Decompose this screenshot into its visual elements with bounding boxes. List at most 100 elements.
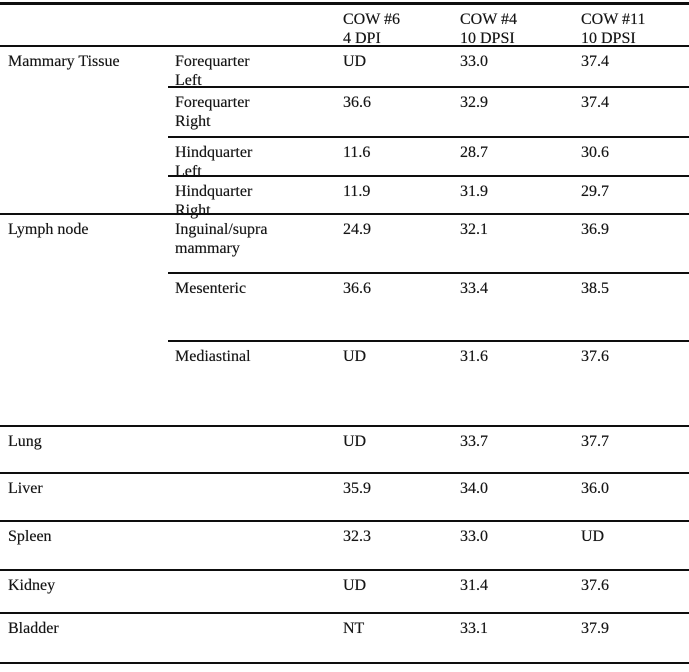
col-header-cow6-line2: 4 DPI	[343, 30, 381, 47]
col-header-cow11-line1: COW #11	[581, 11, 646, 28]
ct-value-cow6: UD	[343, 577, 367, 594]
col-header-cow6: COW #6 4 DPI	[336, 5, 453, 48]
ct-value-cow11: 30.6	[581, 144, 609, 161]
tissue-site-line2: Left	[175, 72, 202, 89]
ct-value-cow4: 31.6	[460, 348, 488, 365]
ct-value-cow11: UD	[581, 528, 605, 545]
tissue-site-line2: Right	[175, 113, 211, 130]
ct-value-cow4: 33.1	[460, 620, 488, 637]
section-separator-line	[0, 569, 689, 571]
col-header-cow4: COW #4 10 DPSI	[453, 5, 574, 48]
table-bottom-border	[0, 662, 689, 664]
tissue-site-line1: Hindquarter	[175, 183, 253, 200]
tissue-type-cell	[0, 138, 168, 181]
ct-value-cow6: 35.9	[343, 480, 371, 497]
ct-value-cow6: 32.3	[343, 528, 371, 545]
table-row: Lung UD 33.7 37.7	[0, 427, 689, 474]
ct-value-cow6: 24.9	[343, 221, 371, 238]
table-row: Mediastinal UD 31.6 37.6	[0, 342, 689, 427]
tissue-type-cell: Mammary Tissue	[8, 53, 120, 70]
section-separator-line	[0, 425, 689, 427]
ct-value-cow11: 37.9	[581, 620, 609, 637]
ct-value-cow11: 37.4	[581, 94, 609, 111]
tissue-type-cell: Lymph node	[8, 221, 89, 238]
table-row: Lymph node Inguinal/supra mammary 24.9 3…	[0, 215, 689, 274]
section-separator-line	[0, 213, 689, 215]
tissue-site-cell: Mediastinal	[168, 342, 336, 427]
section-separator-line	[0, 520, 689, 522]
row-separator-line	[168, 340, 689, 342]
table-row: Bladder NT 33.1 37.9	[0, 614, 689, 664]
tissue-site-cell	[168, 522, 336, 571]
ct-value-cow11: 37.7	[581, 433, 609, 450]
tissue-site-line1: Mediastinal	[175, 348, 251, 365]
tissue-site-line1: Forequarter	[175, 94, 250, 111]
row-separator-line	[168, 86, 689, 88]
section-separator-line	[0, 612, 689, 614]
header-site-cell	[168, 5, 336, 48]
ct-value-cow4: 32.9	[460, 94, 488, 111]
tissue-site-cell: Mesenteric	[168, 274, 336, 342]
ct-value-cow11: 37.6	[581, 348, 609, 365]
table-row: Mammary Tissue Forequarter Left UD 33.0 …	[0, 47, 689, 89]
ct-value-cow11: 29.7	[581, 183, 609, 200]
tissue-site-cell	[168, 474, 336, 522]
ct-value-cow6: 36.6	[343, 280, 371, 297]
ct-value-cow4: 33.7	[460, 433, 488, 450]
ct-value-cow11: 37.6	[581, 577, 609, 594]
table-header-row: COW #6 4 DPI COW #4 10 DPSI COW #11 10 D…	[0, 5, 689, 47]
ct-value-cow6: 11.9	[343, 183, 371, 200]
tissue-type-cell: Bladder	[8, 620, 59, 637]
table-row: Liver 35.9 34.0 36.0	[0, 474, 689, 522]
ct-value-cow6: UD	[343, 348, 367, 365]
ct-value-cow4: 28.7	[460, 144, 488, 161]
tissue-type-cell	[0, 88, 168, 138]
tissue-type-cell: Spleen	[8, 528, 52, 545]
row-separator-line	[168, 175, 689, 177]
tissue-type-cell	[0, 342, 168, 427]
table-top-border	[0, 2, 689, 5]
tissue-type-cell	[0, 274, 168, 342]
col-header-cow11: COW #11 10 DPSI	[574, 5, 689, 48]
tissue-site-cell	[168, 614, 336, 664]
ct-value-cow6: NT	[343, 620, 365, 637]
tissue-type-cell: Liver	[8, 480, 43, 497]
tissue-type-cell: Kidney	[8, 577, 56, 594]
header-separator-line	[0, 45, 689, 47]
ct-value-cow6: UD	[343, 433, 367, 450]
ct-value-cow6: 36.6	[343, 94, 371, 111]
ct-value-cow6: 11.6	[343, 144, 371, 161]
tissue-type-cell: Lung	[8, 433, 42, 450]
tissue-site-cell	[168, 427, 336, 474]
tissue-site-line1: Hindquarter	[175, 144, 253, 161]
tissue-site-cell	[168, 571, 336, 614]
table-row: Forequarter Right 36.6 32.9 37.4	[0, 88, 689, 138]
tissue-site-line2: mammary	[175, 240, 240, 257]
section-separator-line	[0, 472, 689, 474]
table-row: Kidney UD 31.4 37.6	[0, 571, 689, 614]
ct-value-cow11: 36.9	[581, 221, 609, 238]
ct-value-cow11: 38.5	[581, 280, 609, 297]
ct-value-cow6: UD	[343, 53, 367, 70]
tissue-site-line1: Forequarter	[175, 53, 250, 70]
header-tissue-cell	[0, 5, 168, 48]
ct-value-cow4: 34.0	[460, 480, 488, 497]
tissue-site-line1: Inguinal/supra	[175, 221, 268, 238]
ct-value-cow11: 37.4	[581, 53, 609, 70]
table-row: Hindquarter Right 11.9 31.9 29.7	[0, 177, 689, 219]
tissue-site-cell: Forequarter Right	[168, 88, 336, 138]
col-header-cow11-line2: 10 DPSI	[581, 30, 636, 47]
ct-value-cow4: 31.4	[460, 577, 488, 594]
tissue-site-cell: Inguinal/supra mammary	[168, 215, 336, 274]
table-row: Spleen 32.3 33.0 UD	[0, 522, 689, 571]
ct-value-cow4: 31.9	[460, 183, 488, 200]
ct-value-cow4: 32.1	[460, 221, 488, 238]
table-row: Mesenteric 36.6 33.4 38.5	[0, 274, 689, 342]
tissue-site-line1: Mesenteric	[175, 280, 247, 297]
col-header-cow4-line1: COW #4	[460, 11, 518, 28]
col-header-cow6-line1: COW #6	[343, 11, 401, 28]
ct-value-cow11: 36.0	[581, 480, 609, 497]
ct-value-cow4: 33.0	[460, 528, 488, 545]
col-header-cow4-line2: 10 DPSI	[460, 30, 515, 47]
